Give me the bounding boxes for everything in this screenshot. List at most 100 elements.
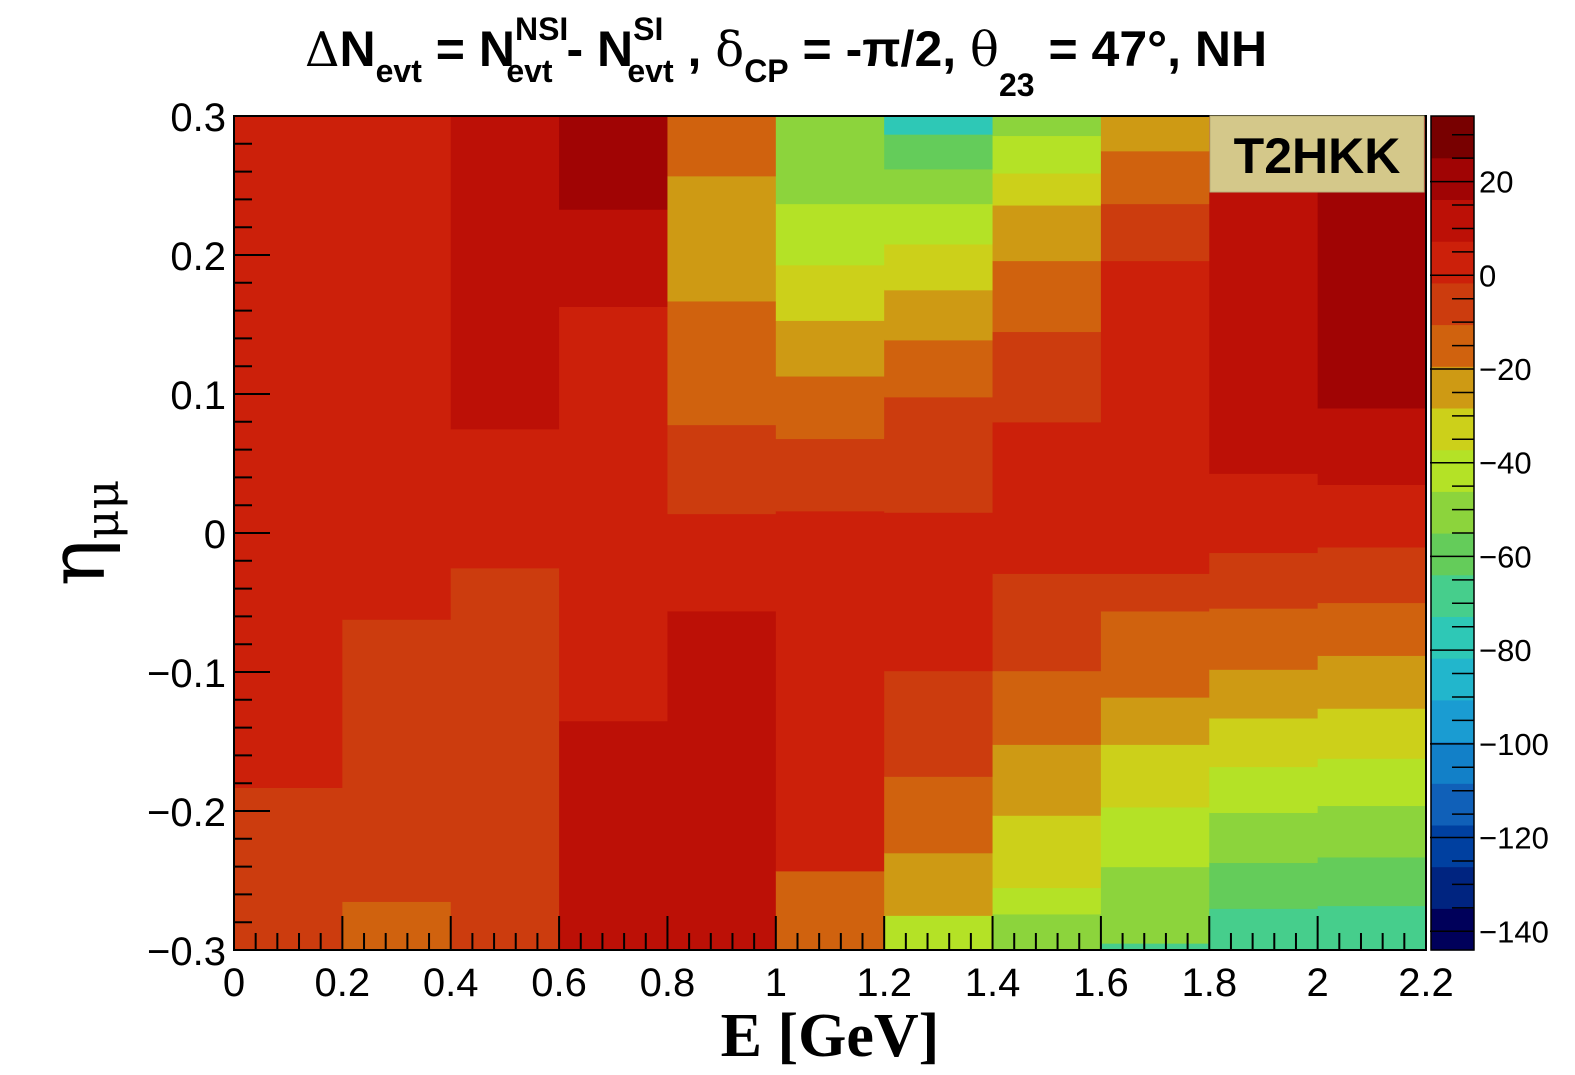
x-axis: 0 0.2 0.4 0.6 0.8 1 1.2 1.4 1.6 1.8 2 2.2 [223,916,1454,1005]
heatmap-cell [992,913,1102,951]
x-tick-label: 0.4 [423,961,479,1005]
heatmap-cell [1317,758,1427,807]
heatmap-cell [992,619,1102,672]
heatmap-cell [1317,708,1427,759]
colorbar-segment [1431,116,1474,159]
heatmap-cell [992,887,1102,915]
heatmap-cell [667,300,777,426]
heatmap-cell [1317,655,1427,709]
title-n2: N [597,21,633,77]
heatmap-cell [342,901,452,951]
colorbar-segment [1431,908,1474,951]
heatmap-cell [1209,473,1319,554]
heatmap-cell [559,306,669,722]
title-n1: N [479,21,515,77]
heatmap-cell [775,510,885,872]
title-n2-sup: SI [633,11,663,47]
heatmap-cell [667,116,777,177]
heatmap-cell [775,116,885,205]
legend-label: T2HKK [1234,128,1401,184]
x-tick-label: 1.8 [1181,961,1237,1005]
colorbar-segment [1431,241,1474,284]
title-cp-value: = -π/2, [789,21,970,77]
colorbar-tick-label: −40 [1479,446,1532,481]
y-tick-label: −0.1 [147,652,226,696]
heatmap-cell [450,116,560,430]
heatmap-cell [884,116,994,135]
colorbar: 20 0 −20 −40 −60 −80 −100 −120 −140 [1430,115,1549,951]
heatmap-cell [667,175,777,302]
heatmap-cell [234,787,343,951]
heatmap-cell [884,915,994,951]
y-axis: −0.3 −0.2 −0.1 0 0.1 0.2 0.3 [147,96,270,974]
x-tick-label: 0.8 [640,961,696,1005]
title-theta-sub: 23 [999,67,1035,103]
colorbar-tick-label: −120 [1479,821,1549,856]
heatmap-cell [884,776,994,854]
heatmap-cell [884,203,994,245]
heatmap-cell [1100,573,1210,612]
heatmap-cell [1209,812,1319,864]
heatmap-cell [342,116,452,620]
heatmap-cell [1100,943,1210,951]
heatmap-cell [992,421,1102,574]
heatmap-cell [1317,602,1427,656]
heatmap-cell [992,331,1102,423]
colorbar-segment [1431,616,1474,659]
heatmap-cell [1209,552,1319,609]
heatmap-cell [992,172,1102,206]
heatmap-cell [1100,697,1210,745]
x-tick-label: 0 [223,961,245,1005]
y-tick-label: −0.2 [147,791,226,835]
heatmap-cell [450,428,560,569]
colorbar-tick-label: 20 [1479,165,1513,200]
y-tick-label: 0.2 [170,235,226,279]
heatmap-cell [775,438,885,512]
heatmap-cell [1209,908,1319,951]
colorbar-tick-label: −20 [1479,352,1532,387]
heatmap-cell [1100,610,1210,651]
heatmap-cell [992,116,1102,137]
heatmap-cell [992,260,1102,333]
title-eq1: = [422,21,479,77]
title-n1-sup: NSI [515,11,568,47]
colorbar-segment [1431,157,1474,200]
heatmap-cell [992,573,1102,620]
y-tick-label: 0.1 [170,374,226,418]
heatmap-cell [992,135,1102,174]
colorbar-segment [1431,824,1474,868]
heatmap-cell [1100,649,1210,698]
title-lhs: N [340,21,376,77]
heatmap-cell [775,203,885,266]
x-tick-label: 0.2 [315,961,371,1005]
heatmap-cell [1100,260,1210,574]
heatmap-cell [884,438,994,513]
heatmap-cell [884,852,994,916]
title-theta: θ [970,22,999,78]
colorbar-tick-label: −60 [1479,539,1532,574]
heatmap-cell [992,670,1102,745]
title-lhs-sub: evt [376,53,423,89]
heatmap-cell [775,870,885,951]
y-axis-label: ημμ [33,480,129,587]
x-tick-label: 2 [1307,961,1329,1005]
heatmap-cell [884,339,994,398]
heatmap-cell [884,243,994,291]
heatmap-cell [1317,484,1427,548]
x-tick-label: 1.2 [856,961,912,1005]
heatmap-cell [1100,150,1210,205]
title-delta-cp-sub: CP [744,53,788,89]
y-tick-label: −0.3 [147,930,226,974]
colorbar-tick-label: −80 [1479,633,1532,668]
title-delta: Δ [305,22,340,78]
colorbar-segment [1431,574,1474,617]
y-tick-label: 0 [204,513,226,557]
heatmap-cell [1100,866,1210,916]
heatmap-cell [884,134,994,170]
heatmap-cell [1317,856,1427,907]
title-delta-cp: δ [715,22,744,78]
heatmap-cell [775,264,885,321]
heatmap-cell [992,815,1102,889]
colorbar-segment [1431,491,1474,534]
